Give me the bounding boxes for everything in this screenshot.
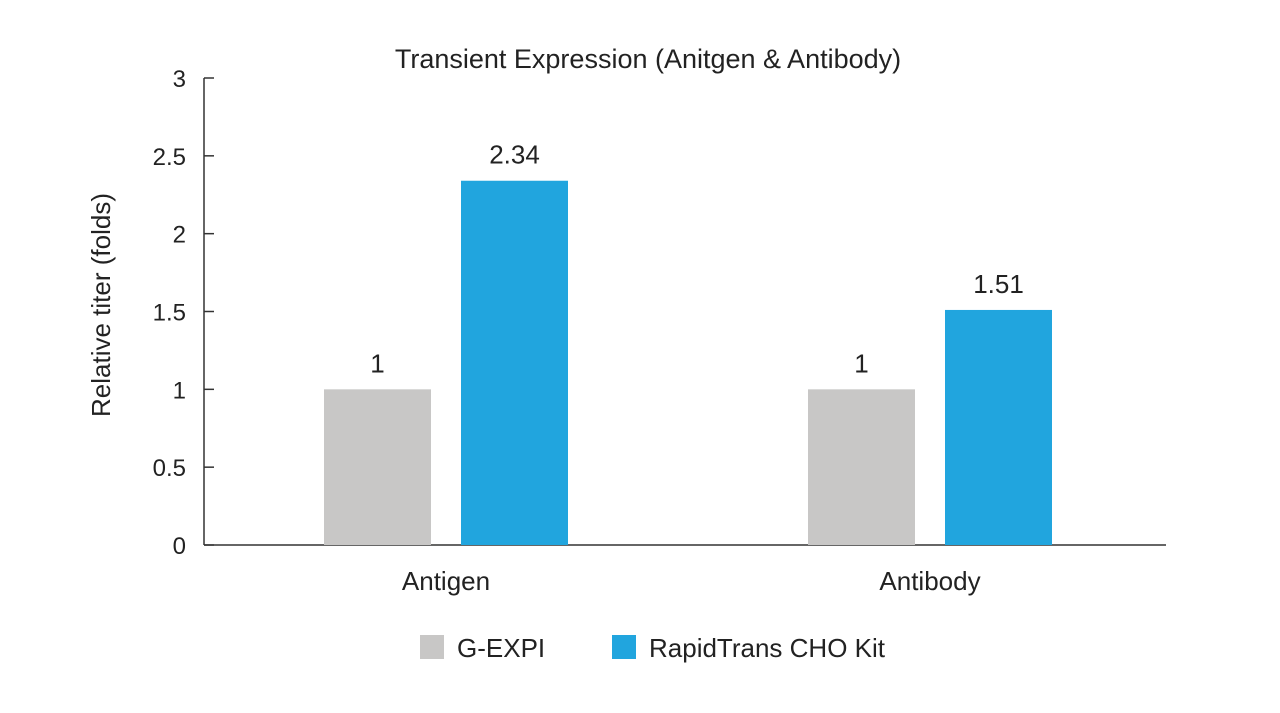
bar-value-label: 1.51	[973, 269, 1024, 299]
x-category-label: Antigen	[402, 566, 490, 596]
bar-rapidtrans-cho-kit-antigen	[461, 180, 568, 546]
bar-value-label: 1	[854, 348, 868, 378]
x-category-label: Antibody	[879, 566, 980, 596]
bar-value-label: 2.34	[489, 140, 540, 170]
y-tick-label: 2.5	[153, 144, 186, 171]
y-tick-label: 0.5	[153, 455, 186, 482]
legend-swatch	[420, 635, 444, 659]
bar-rapidtrans-cho-kit-antibody	[945, 309, 1052, 545]
y-tick-label: 3	[173, 66, 186, 93]
bar-value-label: 1	[370, 348, 384, 378]
y-tick-label: 1.5	[153, 300, 186, 327]
bar-g-expi-antigen	[324, 389, 431, 545]
bar-g-expi-antibody	[808, 389, 915, 545]
legend-swatch	[612, 635, 636, 659]
y-tick-label: 2	[173, 222, 186, 249]
chart-title: Transient Expression (Anitgen & Antibody…	[395, 44, 901, 74]
y-axis-label: Relative titer (folds)	[86, 193, 116, 417]
y-tick-label: 0	[173, 533, 186, 560]
y-tick-label: 1	[173, 377, 186, 404]
legend-label: G-EXPI	[457, 633, 545, 663]
legend-label: RapidTrans CHO Kit	[649, 633, 886, 663]
